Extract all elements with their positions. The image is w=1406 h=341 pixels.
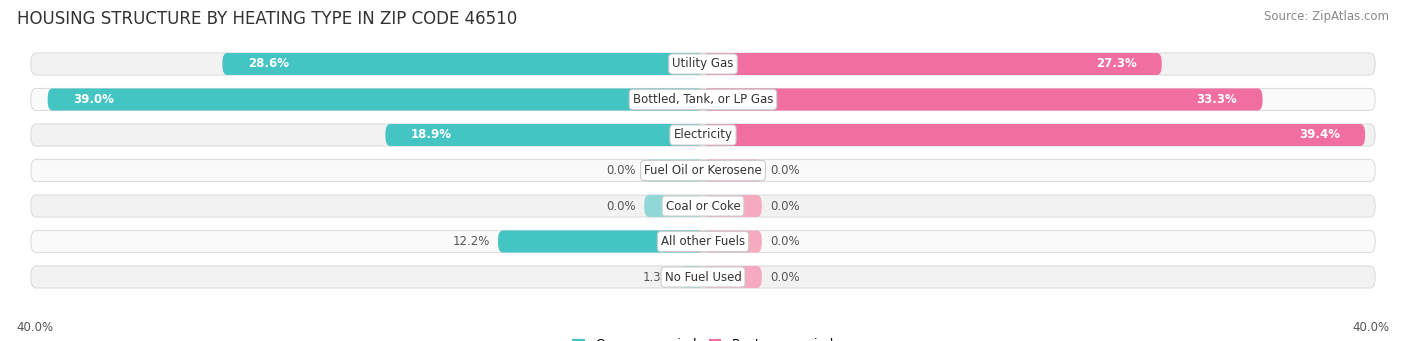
Text: 18.9%: 18.9% [411,129,451,142]
FancyBboxPatch shape [31,266,1375,288]
Text: 1.3%: 1.3% [643,270,672,283]
FancyBboxPatch shape [31,53,1375,75]
Text: 28.6%: 28.6% [247,58,288,71]
Text: Electricity: Electricity [673,129,733,142]
Text: 39.0%: 39.0% [73,93,114,106]
Text: 12.2%: 12.2% [453,235,489,248]
Text: Fuel Oil or Kerosene: Fuel Oil or Kerosene [644,164,762,177]
Text: Coal or Coke: Coal or Coke [665,199,741,212]
FancyBboxPatch shape [385,124,703,146]
FancyBboxPatch shape [644,160,703,181]
FancyBboxPatch shape [681,266,703,288]
Legend: Owner-occupied, Renter-occupied: Owner-occupied, Renter-occupied [572,338,834,341]
FancyBboxPatch shape [703,231,762,252]
Text: 0.0%: 0.0% [770,164,800,177]
FancyBboxPatch shape [31,195,1375,217]
Text: 39.4%: 39.4% [1299,129,1340,142]
Text: HOUSING STRUCTURE BY HEATING TYPE IN ZIP CODE 46510: HOUSING STRUCTURE BY HEATING TYPE IN ZIP… [17,10,517,28]
FancyBboxPatch shape [31,160,1375,181]
Text: Source: ZipAtlas.com: Source: ZipAtlas.com [1264,10,1389,23]
FancyBboxPatch shape [31,124,1375,146]
Text: Utility Gas: Utility Gas [672,58,734,71]
FancyBboxPatch shape [703,266,762,288]
FancyBboxPatch shape [222,53,703,75]
Text: 0.0%: 0.0% [770,235,800,248]
FancyBboxPatch shape [703,195,762,217]
FancyBboxPatch shape [31,89,1375,110]
Text: 33.3%: 33.3% [1197,93,1237,106]
FancyBboxPatch shape [703,124,1365,146]
FancyBboxPatch shape [703,89,1263,110]
Text: 0.0%: 0.0% [770,270,800,283]
Text: 40.0%: 40.0% [17,321,53,334]
Text: 40.0%: 40.0% [1353,321,1389,334]
FancyBboxPatch shape [31,231,1375,252]
FancyBboxPatch shape [498,231,703,252]
FancyBboxPatch shape [644,195,703,217]
FancyBboxPatch shape [703,53,1161,75]
Text: All other Fuels: All other Fuels [661,235,745,248]
Text: 0.0%: 0.0% [770,199,800,212]
Text: No Fuel Used: No Fuel Used [665,270,741,283]
Text: 0.0%: 0.0% [606,199,636,212]
Text: 27.3%: 27.3% [1095,58,1136,71]
FancyBboxPatch shape [703,160,762,181]
FancyBboxPatch shape [48,89,703,110]
Text: Bottled, Tank, or LP Gas: Bottled, Tank, or LP Gas [633,93,773,106]
Text: 0.0%: 0.0% [606,164,636,177]
